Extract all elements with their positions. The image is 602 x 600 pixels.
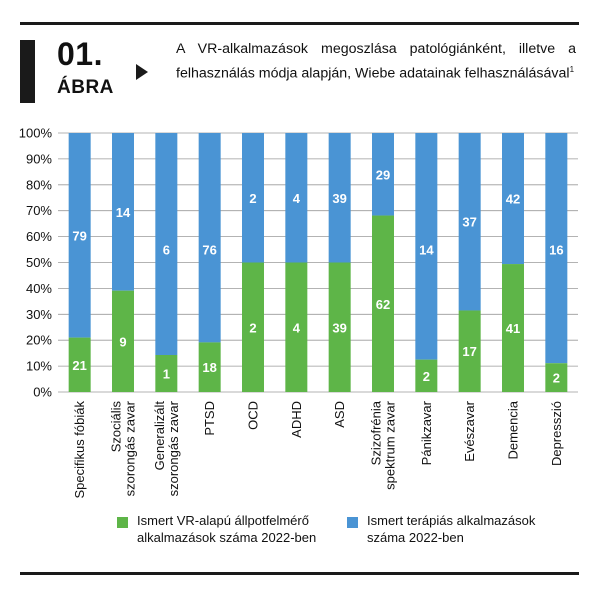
y-tick-label: 100%	[19, 126, 53, 141]
data-label-allapotfelmero: 17	[462, 344, 476, 359]
data-label-allapotfelmero: 2	[553, 371, 560, 386]
y-tick-label: 10%	[26, 359, 52, 374]
bar-terapias	[242, 133, 264, 263]
bar-terapias	[112, 133, 134, 291]
bar-terapias	[198, 133, 221, 343]
data-label-terapias: 14	[419, 243, 434, 258]
data-label-allapotfelmero: 4	[293, 320, 301, 335]
x-category-label: szorongás zavar	[166, 400, 181, 496]
bar-terapias	[545, 133, 568, 364]
data-label-terapias: 29	[376, 167, 390, 182]
data-label-terapias: 2	[249, 191, 256, 206]
legend-label-green-line2: alkalmazások száma 2022-ben	[137, 530, 317, 545]
x-category-label: PTSD	[202, 401, 217, 436]
y-tick-label: 30%	[26, 307, 52, 322]
data-label-terapias: 37	[462, 215, 476, 230]
figure-title-text: A VR-alkalmazások megoszlása patológiánk…	[176, 41, 576, 82]
bar-terapias	[285, 133, 308, 263]
data-label-terapias: 4	[293, 191, 301, 206]
data-label-allapotfelmero: 2	[423, 369, 430, 384]
top-rule	[20, 22, 579, 25]
y-tick-label: 20%	[26, 333, 52, 348]
bar-allapotfelmero	[502, 264, 524, 392]
bar-allapotfelmero	[458, 310, 481, 392]
data-label-terapias: 14	[116, 205, 131, 220]
data-label-allapotfelmero: 21	[72, 358, 86, 373]
x-category-label: OCD	[246, 401, 261, 430]
bar-terapias	[68, 133, 91, 338]
data-label-allapotfelmero: 1	[163, 367, 170, 382]
legend-swatch-green	[117, 517, 128, 528]
data-label-allapotfelmero: 62	[376, 297, 390, 312]
x-category-label: szorongás zavar	[123, 400, 138, 496]
data-label-allapotfelmero: 18	[202, 360, 216, 375]
x-category-label: Szociális	[109, 401, 124, 453]
figure-title: A VR-alkalmazások megoszlása patológiánk…	[176, 40, 576, 84]
bar-allapotfelmero	[155, 355, 178, 392]
y-tick-label: 90%	[26, 151, 52, 166]
bar-allapotfelmero	[242, 262, 264, 392]
x-category-label: ADHD	[289, 401, 304, 438]
bar-allapotfelmero	[112, 290, 134, 392]
figure-marker-bar	[20, 40, 35, 103]
bar-terapias	[502, 133, 524, 265]
x-category-label: Evészavar	[462, 400, 477, 461]
bar-terapias	[458, 133, 481, 311]
y-tick-label: 70%	[26, 203, 52, 218]
bottom-rule	[20, 572, 579, 575]
x-category-label: Generalizált	[152, 401, 167, 471]
bar-terapias	[372, 133, 394, 216]
y-tick-label: 50%	[26, 255, 52, 270]
bar-allapotfelmero	[328, 262, 351, 392]
data-label-terapias: 39	[332, 191, 346, 206]
data-label-terapias: 79	[72, 228, 86, 243]
bar-terapias	[155, 133, 178, 355]
bar-allapotfelmero	[545, 363, 568, 392]
figure-title-footnote: 1	[569, 64, 575, 74]
legend-swatch-blue	[347, 517, 358, 528]
figure-number: 01.	[57, 36, 103, 72]
legend-label-blue-line1: Ismert terápiás alkalmazások	[367, 513, 536, 528]
play-arrow-icon	[136, 64, 148, 80]
x-category-label: Specifikus fóbiák	[72, 401, 87, 499]
data-label-terapias: 76	[202, 243, 216, 258]
data-label-allapotfelmero: 41	[506, 321, 520, 336]
y-tick-label: 0%	[33, 385, 52, 400]
figure-label: ÁBRA	[57, 77, 114, 98]
bar-terapias	[328, 133, 351, 263]
bar-allapotfelmero	[415, 359, 438, 392]
legend-label-green-line1: Ismert VR-alapú állpotfelmérő	[137, 513, 309, 528]
bar-allapotfelmero	[285, 262, 308, 392]
x-category-label: Demencia	[506, 400, 521, 459]
data-label-terapias: 16	[549, 243, 563, 258]
data-label-allapotfelmero: 39	[332, 320, 346, 335]
bar-terapias	[415, 133, 438, 360]
data-label-terapias: 6	[163, 243, 170, 258]
bar-allapotfelmero	[198, 342, 221, 392]
data-label-allapotfelmero: 2	[249, 320, 256, 335]
bar-allapotfelmero	[372, 215, 394, 392]
x-category-label: Szizofrénia	[369, 400, 384, 465]
data-label-allapotfelmero: 9	[119, 334, 126, 349]
y-tick-label: 60%	[26, 229, 52, 244]
y-tick-label: 40%	[26, 281, 52, 296]
data-label-terapias: 42	[506, 192, 520, 207]
x-category-label: spektrum zavar	[383, 400, 398, 490]
bar-allapotfelmero	[68, 337, 91, 392]
x-category-label: Pánikzavar	[419, 400, 434, 465]
x-category-label: ASD	[332, 401, 347, 428]
x-category-label: Depresszió	[549, 401, 564, 466]
legend-label-blue-line2: száma 2022-ben	[367, 530, 464, 545]
y-tick-label: 80%	[26, 177, 52, 192]
